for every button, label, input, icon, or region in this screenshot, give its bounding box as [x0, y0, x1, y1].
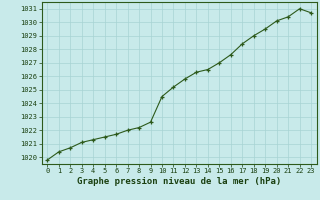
X-axis label: Graphe pression niveau de la mer (hPa): Graphe pression niveau de la mer (hPa) [77, 177, 281, 186]
